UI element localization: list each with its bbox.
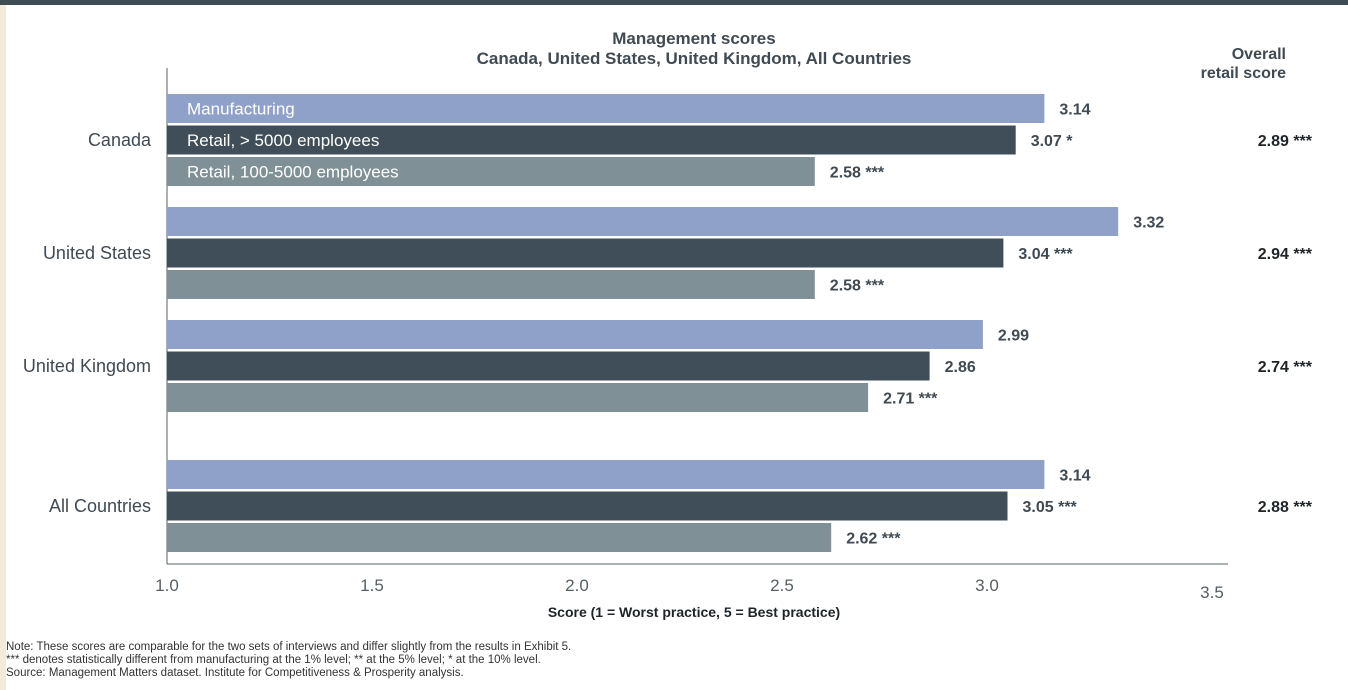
bar-united-states-retail-5000-employees	[167, 238, 1004, 268]
x-tick-label: 2.5	[770, 576, 794, 595]
x-axis-label: Score (1 = Worst practice, 5 = Best prac…	[548, 604, 840, 620]
value-label-all-countries-manufacturing: 3.14	[1059, 468, 1090, 485]
series-label-retail-5000-employees: Retail, > 5000 employees	[187, 131, 379, 150]
x-tick-label: 3.0	[975, 576, 999, 595]
value-label-canada-retail-5000-employees: 3.07 *	[1031, 133, 1074, 150]
value-label-all-countries-retail-5000-employees: 3.05 ***	[1023, 499, 1078, 516]
overall-score-all-countries: 2.88 ***	[1258, 499, 1313, 516]
bar-canada-retail-5000-employees	[167, 125, 1016, 155]
value-label-united-states-retail-100-5000-employees: 2.58 ***	[830, 278, 885, 295]
value-label-canada-manufacturing: 3.14	[1059, 102, 1090, 119]
chart-subtitle: Canada, United States, United Kingdom, A…	[477, 49, 912, 68]
bar-united-kingdom-manufacturing	[167, 320, 983, 349]
value-label-united-kingdom-retail-100-5000-employees: 2.71 ***	[883, 391, 938, 408]
bar-united-kingdom-retail-100-5000-employees	[167, 383, 869, 412]
category-label-canada: Canada	[88, 130, 152, 150]
x-tick-label: 1.0	[155, 576, 179, 595]
value-label-canada-retail-100-5000-employees: 2.58 ***	[830, 165, 885, 182]
x-tick-label: 1.5	[360, 576, 384, 595]
x-tick-label: 2.0	[565, 576, 589, 595]
bar-all-countries-retail-100-5000-employees	[167, 523, 832, 552]
note-text: Note: These scores are comparable for th…	[6, 641, 572, 653]
bar-all-countries-manufacturing	[167, 460, 1045, 489]
bar-canada-manufacturing	[167, 94, 1045, 123]
overall-header-line-2: retail score	[1201, 65, 1286, 82]
top-border	[0, 0, 1348, 5]
bar-united-kingdom-retail-5000-employees	[167, 351, 930, 381]
overall-score-united-states: 2.94 ***	[1258, 246, 1313, 263]
bar-united-states-manufacturing	[167, 207, 1119, 236]
chart-title: Management scores	[612, 29, 775, 48]
series-label-manufacturing: Manufacturing	[187, 100, 295, 119]
value-label-united-kingdom-retail-5000-employees: 2.86	[945, 359, 976, 376]
series-label-retail-100-5000-employees: Retail, 100-5000 employees	[187, 163, 399, 182]
value-label-united-kingdom-manufacturing: 2.99	[998, 328, 1029, 345]
left-border	[0, 5, 6, 690]
category-label-united-kingdom: United Kingdom	[23, 356, 151, 376]
overall-score-united-kingdom: 2.74 ***	[1258, 359, 1313, 376]
value-label-united-states-retail-5000-employees: 3.04 ***	[1018, 246, 1073, 263]
value-label-united-states-manufacturing: 3.32	[1133, 215, 1164, 232]
management-scores-chart: Management scores Canada, United States,…	[23, 29, 1313, 620]
value-label-all-countries-retail-100-5000-employees: 2.62 ***	[846, 531, 901, 548]
bar-united-states-retail-100-5000-employees	[167, 270, 815, 299]
source-note: Source: Management Matters dataset. Inst…	[6, 667, 464, 679]
overall-score-canada: 2.89 ***	[1258, 133, 1313, 150]
bar-all-countries-retail-5000-employees	[167, 491, 1008, 521]
category-label-all-countries: All Countries	[49, 496, 151, 516]
overall-header-line-1: Overall	[1232, 46, 1286, 63]
bar-canada-retail-100-5000-employees	[167, 157, 815, 186]
significance-note: *** denotes statistically different from…	[6, 654, 541, 666]
x-tick-label: 3.5	[1200, 583, 1224, 602]
category-label-united-states: United States	[43, 243, 151, 263]
